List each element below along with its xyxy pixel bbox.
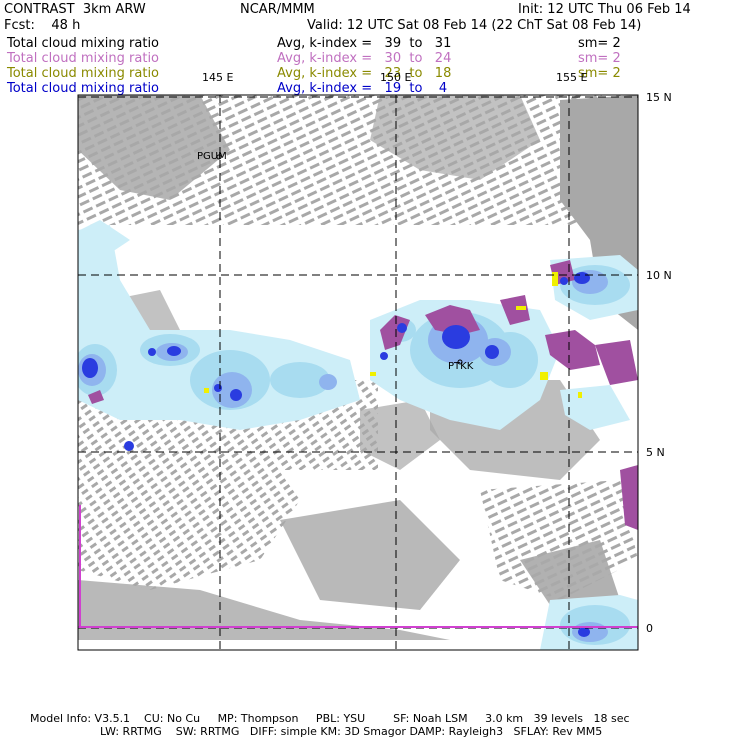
magenta-boundary <box>78 505 638 628</box>
lat-lon-grid <box>78 95 638 650</box>
field-name-4: Total cloud mixing ratio <box>7 81 160 96</box>
field-name-1: Total cloud mixing ratio <box>7 36 160 51</box>
field-name-2: Total cloud mixing ratio <box>7 51 160 66</box>
lat-label-0: 0 <box>646 622 653 635</box>
station-marker-pgum <box>216 154 222 160</box>
forecast-hour: Fcst: 48 h <box>4 18 81 33</box>
field-range-4: Avg, k-index = 19 to 4 <box>277 81 448 96</box>
field-range-3: Avg, k-index = 23 to 18 <box>277 66 452 81</box>
station-marker-ptkk <box>457 359 463 365</box>
model-info-line-2: LW: RRTMG SW: RRTMG DIFF: simple KM: 3D … <box>100 725 603 738</box>
lat-label-15n: 15 N <box>646 91 672 104</box>
lat-label-10n: 10 N <box>646 269 672 282</box>
field-range-1: Avg, k-index = 39 to 31 <box>277 36 452 51</box>
field-range-2: Avg, k-index = 30 to 24 <box>277 51 452 66</box>
lon-label-145: 145 E <box>202 71 234 84</box>
lon-label-155: 155 E <box>556 71 588 84</box>
model-title: CONTRAST 3km ARW <box>4 2 146 17</box>
lat-label-5n: 5 N <box>646 446 665 459</box>
field-smoothing-1: sm= 2 <box>578 36 621 51</box>
valid-time: Valid: 12 UTC Sat 08 Feb 14 (22 ChT Sat … <box>307 18 642 33</box>
field-smoothing-2: sm= 2 <box>578 51 621 66</box>
map-fields <box>78 95 638 650</box>
yellow-cloud-specks <box>204 272 582 398</box>
field-name-3: Total cloud mixing ratio <box>7 66 160 81</box>
model-info-line-1: Model Info: V3.5.1 CU: No Cu MP: Thompso… <box>30 712 630 725</box>
map-frame <box>77 94 639 651</box>
field-smoothing-3: sm= 2 <box>578 66 621 81</box>
organization-label: NCAR/MMM <box>240 2 315 17</box>
init-time: Init: 12 UTC Thu 06 Feb 14 <box>518 2 691 17</box>
station-label-pgum: PGUM <box>197 151 227 162</box>
lon-label-150: 150 E <box>380 71 412 84</box>
station-label-ptkk: PTKK <box>448 361 474 372</box>
